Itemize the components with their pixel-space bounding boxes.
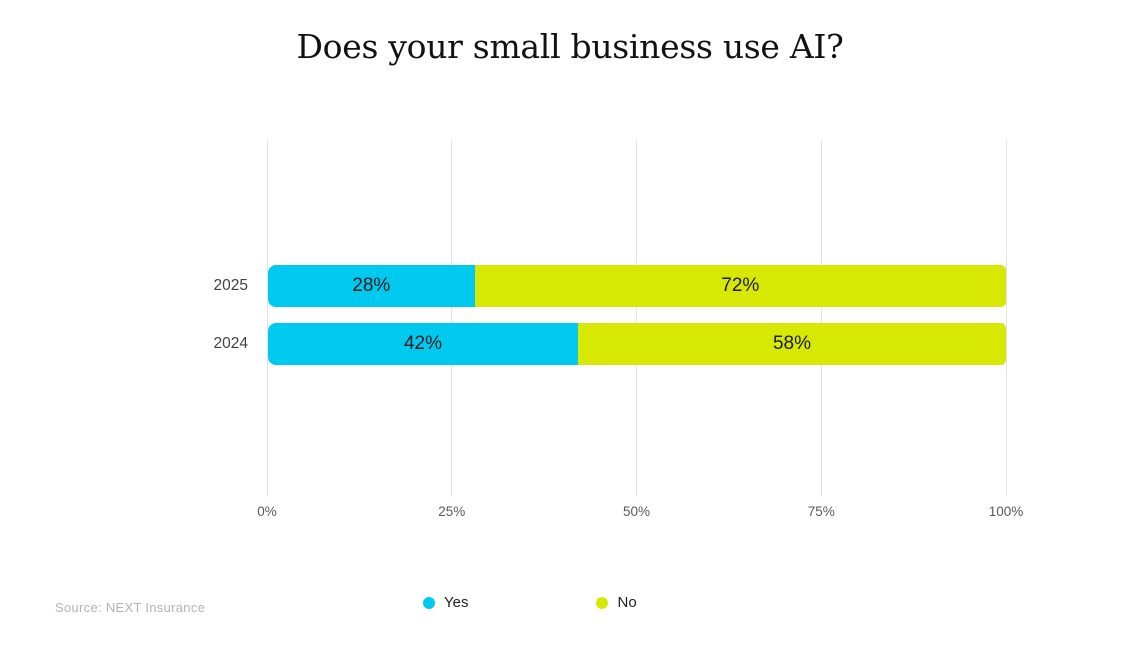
gridline xyxy=(451,140,453,497)
y-axis-category-label: 2025 xyxy=(213,277,248,294)
bar-row-2024: 2024 42% 58% xyxy=(214,323,1006,365)
legend-swatch-no-icon xyxy=(596,596,609,609)
bar-segment-yes-2025: 28% xyxy=(268,265,475,307)
gridline xyxy=(1005,140,1007,497)
gridline xyxy=(820,140,822,497)
bar-value-label: 72% xyxy=(721,275,760,296)
legend-item-yes: Yes xyxy=(423,594,468,611)
x-axis-tick-label: 50% xyxy=(622,504,651,519)
chart-title: Does your small business use AI? xyxy=(296,27,844,66)
bar-segment-no-2024: 58% xyxy=(577,323,1006,365)
gridline xyxy=(266,140,268,497)
x-axis-tick-label: 100% xyxy=(988,504,1024,519)
x-axis-tick-label: 0% xyxy=(257,504,277,519)
x-axis-tick-label: 75% xyxy=(807,504,835,519)
bar-row-2025: 2025 28% 72% xyxy=(214,265,1006,307)
bar-value-label: 58% xyxy=(772,333,811,354)
x-axis-tick-label: 25% xyxy=(438,504,466,519)
source-credit: Source: NEXT Insurance xyxy=(55,600,206,615)
bar-value-label: 28% xyxy=(352,275,391,296)
legend-swatch-yes-icon xyxy=(423,596,435,609)
gridline xyxy=(636,140,637,497)
legend-item-no: No xyxy=(596,594,637,611)
legend-label: No xyxy=(617,594,637,611)
bar-segment-yes-2024: 42% xyxy=(268,323,578,365)
y-axis-category-label: 2024 xyxy=(213,335,248,352)
bar-segment-no-2025: 72% xyxy=(474,265,1006,307)
legend: Yes No xyxy=(423,594,637,611)
bar-value-label: 42% xyxy=(403,333,442,354)
plot-area: 0% 25% 50% 75% 100% 2025 28% 72% 2024 42% 58% xyxy=(214,140,1023,519)
legend-label: Yes xyxy=(444,594,469,611)
